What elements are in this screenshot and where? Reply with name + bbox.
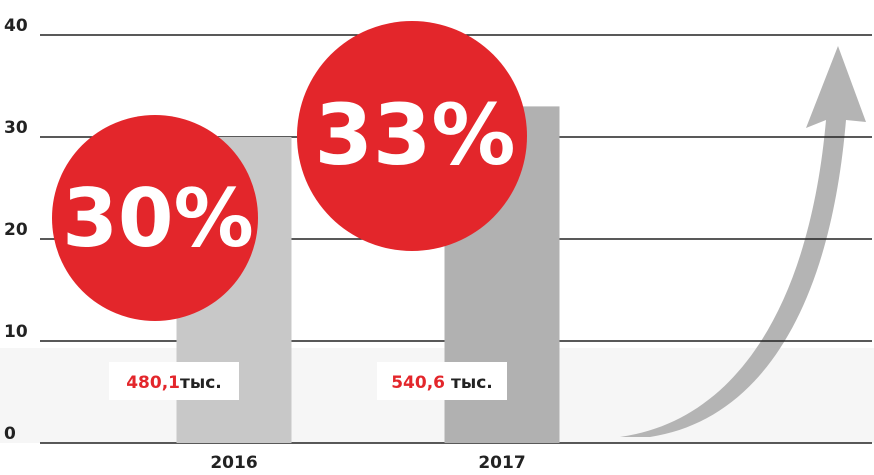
y-tick-label: 20 (4, 220, 28, 240)
y-tick-label: 30 (4, 118, 28, 138)
annotation-number: 540,6 (391, 373, 445, 393)
annotation-box (377, 362, 507, 400)
annotation: 480,1тыс. (126, 373, 222, 393)
x-tick-label: 2016 (210, 453, 257, 471)
y-tick-label: 10 (4, 322, 28, 342)
annotation-unit: тыс. (451, 373, 493, 393)
value-label: 33% (314, 86, 515, 184)
value-badge (297, 21, 527, 251)
y-tick-label: 40 (4, 16, 28, 36)
annotation: 540,6 тыс. (391, 373, 493, 393)
x-tick-label: 2017 (478, 453, 525, 471)
value-label: 30% (62, 172, 253, 265)
annotation-box (109, 362, 239, 400)
annotation-unit: тыс. (180, 373, 222, 393)
value-badge (52, 115, 258, 321)
annotation-number: 480,1 (126, 373, 180, 393)
y-tick-label: 0 (4, 424, 16, 444)
growth-arrow (620, 46, 866, 437)
